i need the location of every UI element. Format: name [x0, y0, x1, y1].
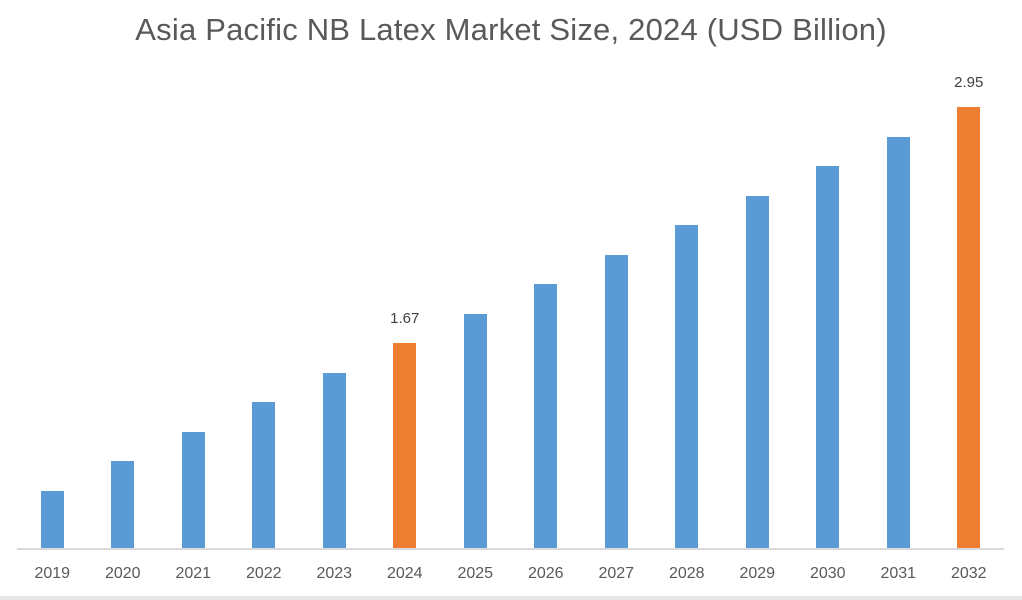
data-label-2024: 1.67 — [390, 310, 420, 328]
bar-2020 — [111, 461, 135, 548]
bar-2021 — [181, 431, 205, 548]
bar-2030 — [816, 166, 840, 548]
x-tick-2027: 2027 — [598, 565, 635, 582]
bar-2022 — [252, 402, 276, 548]
bar-2027 — [604, 254, 628, 548]
bar-2019 — [40, 490, 64, 548]
bar-2031 — [886, 136, 910, 548]
chart-title: Asia Pacific NB Latex Market Size, 2024 … — [135, 12, 887, 47]
bar-2028 — [675, 225, 699, 548]
x-tick-2030: 2030 — [809, 565, 846, 582]
bar-2025 — [463, 313, 487, 548]
bar-2023 — [322, 372, 346, 548]
x-tick-2029: 2029 — [739, 565, 776, 582]
bar-2024 — [393, 343, 417, 548]
x-tick-2031: 2031 — [880, 565, 917, 582]
x-tick-2022: 2022 — [245, 565, 282, 582]
bar-2029 — [745, 195, 769, 548]
x-tick-2019: 2019 — [34, 565, 71, 582]
bar-2032 — [957, 107, 981, 548]
x-tick-2020: 2020 — [104, 565, 141, 582]
x-tick-2026: 2026 — [527, 565, 564, 582]
bottom-border — [0, 596, 1022, 600]
x-tick-2025: 2025 — [457, 565, 494, 582]
bar-2026 — [534, 284, 558, 548]
x-tick-2024: 2024 — [386, 565, 423, 582]
x-axis-line — [17, 548, 1004, 550]
x-tick-2023: 2023 — [316, 565, 353, 582]
data-label-2032: 2.95 — [954, 74, 984, 92]
plot-area — [17, 60, 1004, 548]
x-tick-2028: 2028 — [668, 565, 705, 582]
x-tick-2021: 2021 — [175, 565, 212, 582]
x-tick-2032: 2032 — [950, 565, 987, 582]
